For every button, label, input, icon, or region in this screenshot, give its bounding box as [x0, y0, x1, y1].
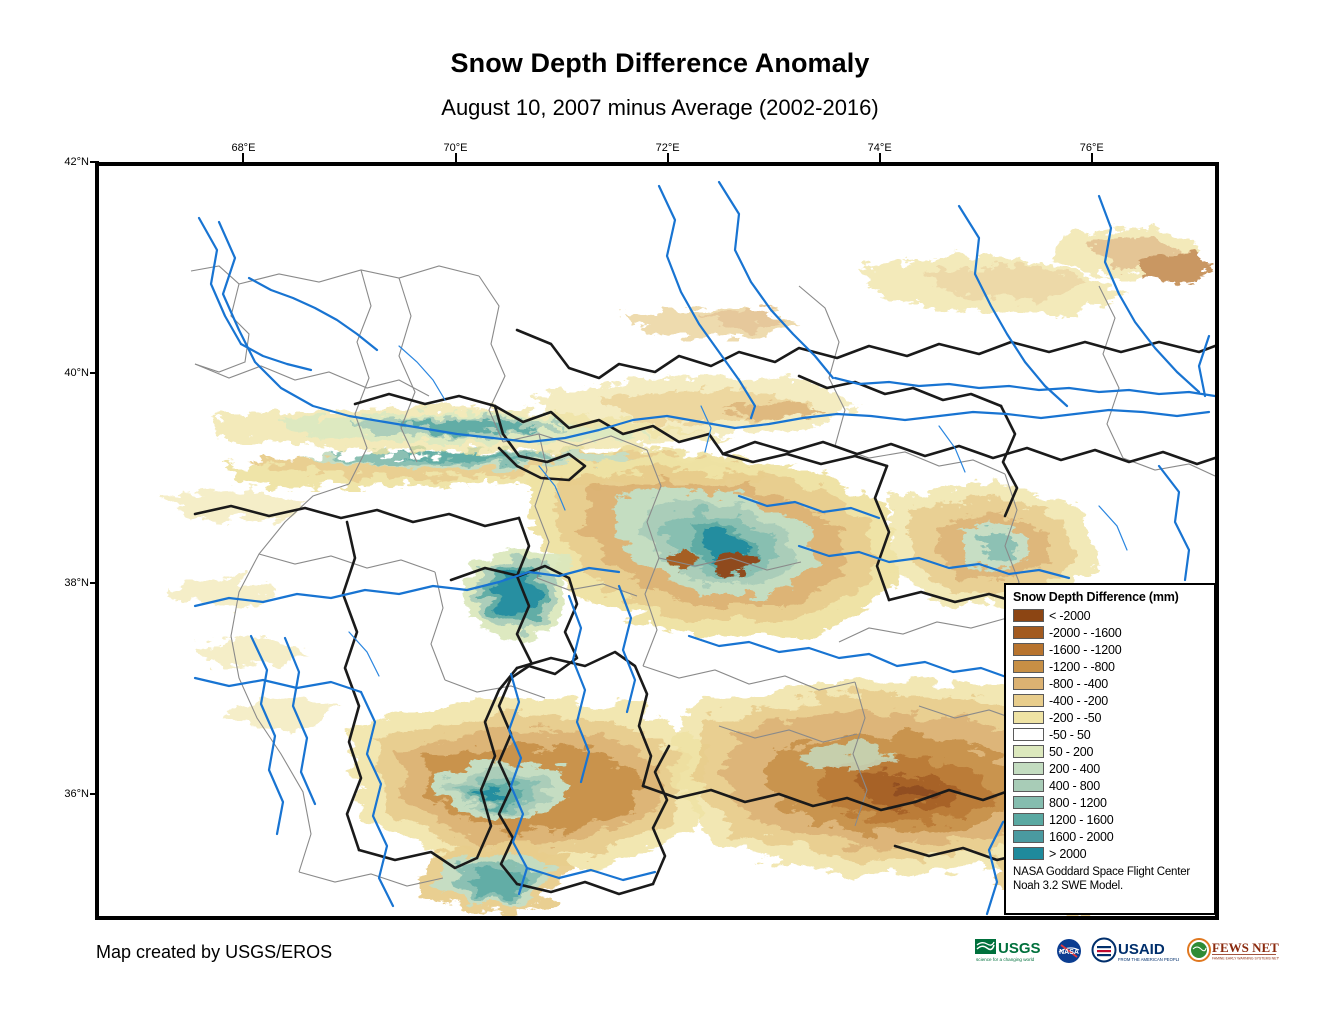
- legend-footnote-line1: NASA Goddard Space Flight Center: [1013, 866, 1191, 878]
- legend-swatch: [1013, 677, 1044, 690]
- lat-tick-mark: [90, 582, 99, 585]
- legend-swatch: [1013, 796, 1044, 809]
- page-subtitle: August 10, 2007 minus Average (2002-2016…: [441, 95, 879, 120]
- legend-row: -200 - -50: [1013, 709, 1208, 726]
- lon-tick-label: 68°E: [231, 142, 256, 154]
- legend-label: -400 - -200: [1049, 693, 1108, 708]
- lat-tick-mark: [90, 792, 99, 795]
- legend-label: 1200 - 1600: [1049, 812, 1114, 827]
- legend-label: -2000 - -1600: [1049, 625, 1122, 640]
- legend-swatch: [1013, 779, 1044, 792]
- legend-swatch: [1013, 626, 1044, 639]
- legend-label: -1600 - -1200: [1049, 642, 1122, 657]
- legend-swatch: [1013, 830, 1044, 843]
- legend-entries: < -2000 -2000 - -1600 -1600 - -1200 -1200 -…: [1013, 607, 1208, 862]
- legend-swatch: [1013, 762, 1044, 775]
- legend-title: Snow Depth Difference (mm): [1013, 590, 1179, 604]
- legend-swatch: [1013, 609, 1044, 622]
- lon-tick-label: 76°E: [1079, 142, 1104, 154]
- svg-text:USGS: USGS: [998, 940, 1041, 957]
- svg-text:science for a changing world: science for a changing world: [976, 957, 1035, 962]
- legend-row: -1600 - -1200: [1013, 641, 1208, 658]
- lon-tick-mark: [666, 153, 669, 162]
- fewsnet-logo[interactable]: FEWS NET FAMINE EARLY WARNING SYSTEMS NE…: [1187, 936, 1279, 966]
- lat-tick-label: 40°N: [64, 366, 89, 379]
- legend-label: 400 - 800: [1049, 778, 1101, 793]
- legend-label: 50 - 200: [1049, 744, 1094, 759]
- lon-tick-label: 74°E: [867, 142, 892, 154]
- legend-row: 400 - 800: [1013, 777, 1208, 794]
- lat-tick-mark: [90, 371, 99, 374]
- legend-footnote-line2: Noah 3.2 SWE Model.: [1013, 879, 1123, 892]
- lat-tick-mark: [90, 161, 99, 163]
- nasa-logo[interactable]: NASA: [1055, 936, 1083, 966]
- svg-text:NASA: NASA: [1059, 949, 1079, 956]
- legend-swatch: [1013, 660, 1044, 673]
- legend-label: 1600 - 2000: [1049, 829, 1114, 844]
- lat-tick-label: 42°N: [64, 156, 89, 168]
- usaid-logo[interactable]: USAID FROM THE AMERICAN PEOPLE: [1091, 936, 1179, 966]
- legend-row: 1200 - 1600: [1013, 811, 1208, 828]
- legend-label: -50 - 50: [1049, 727, 1091, 742]
- legend-swatch: [1013, 694, 1044, 707]
- svg-text:FAMINE EARLY WARNING SYSTEMS N: FAMINE EARLY WARNING SYSTEMS NETWORK: [1212, 957, 1279, 961]
- lat-tick-label: 36°N: [64, 787, 89, 800]
- legend-label: > 2000: [1049, 846, 1087, 861]
- lon-tick-mark: [454, 153, 457, 162]
- legend-row: 800 - 1200: [1013, 794, 1208, 811]
- lon-tick-label: 70°E: [443, 142, 468, 154]
- legend-label: -800 - -400: [1049, 676, 1108, 691]
- legend-label: < -2000: [1049, 608, 1091, 623]
- legend-row: -50 - 50: [1013, 726, 1208, 743]
- legend-row: -400 - -200: [1013, 692, 1208, 709]
- lon-tick-label: 72°E: [655, 142, 680, 154]
- lat-tick-label: 38°N: [64, 577, 89, 590]
- legend-row: -1200 - -800: [1013, 658, 1208, 675]
- legend-row: 1600 - 2000: [1013, 828, 1208, 845]
- legend-row: -2000 - -1600: [1013, 624, 1208, 641]
- legend-row: -800 - -400: [1013, 675, 1208, 692]
- legend-swatch: [1013, 745, 1044, 758]
- legend-row: > 2000: [1013, 845, 1208, 862]
- lon-tick-mark: [242, 153, 245, 162]
- page-title: Snow Depth Difference Anomaly: [450, 48, 870, 78]
- legend-swatch: [1013, 711, 1044, 724]
- legend-swatch: [1013, 728, 1044, 741]
- map-legend[interactable]: Snow Depth Difference (mm) < -2000 -2000 …: [1004, 583, 1216, 915]
- legend-footnote: NASA Goddard Space Flight Center Noah 3.…: [1013, 866, 1208, 893]
- svg-text:FEWS NET: FEWS NET: [1212, 940, 1279, 955]
- logo-bar: USGS science for a changing world NASA U…: [975, 934, 1279, 968]
- legend-row: < -2000: [1013, 607, 1208, 624]
- usgs-logo[interactable]: USGS science for a changing world: [975, 936, 1047, 966]
- legend-label: -1200 - -800: [1049, 659, 1115, 674]
- lon-tick-mark: [1090, 153, 1093, 162]
- lon-tick-mark: [878, 153, 881, 162]
- legend-label: -200 - -50: [1049, 710, 1102, 725]
- map-credit: Map created by USGS/EROS: [96, 942, 333, 962]
- legend-row: 200 - 400: [1013, 760, 1208, 777]
- legend-swatch: [1013, 813, 1044, 826]
- legend-swatch: [1013, 847, 1044, 860]
- legend-row: 50 - 200: [1013, 743, 1208, 760]
- legend-label: 200 - 400: [1049, 761, 1101, 776]
- svg-text:USAID: USAID: [1118, 941, 1165, 958]
- svg-text:FROM THE AMERICAN PEOPLE: FROM THE AMERICAN PEOPLE: [1118, 957, 1179, 962]
- legend-swatch: [1013, 643, 1044, 656]
- legend-label: 800 - 1200: [1049, 795, 1107, 810]
